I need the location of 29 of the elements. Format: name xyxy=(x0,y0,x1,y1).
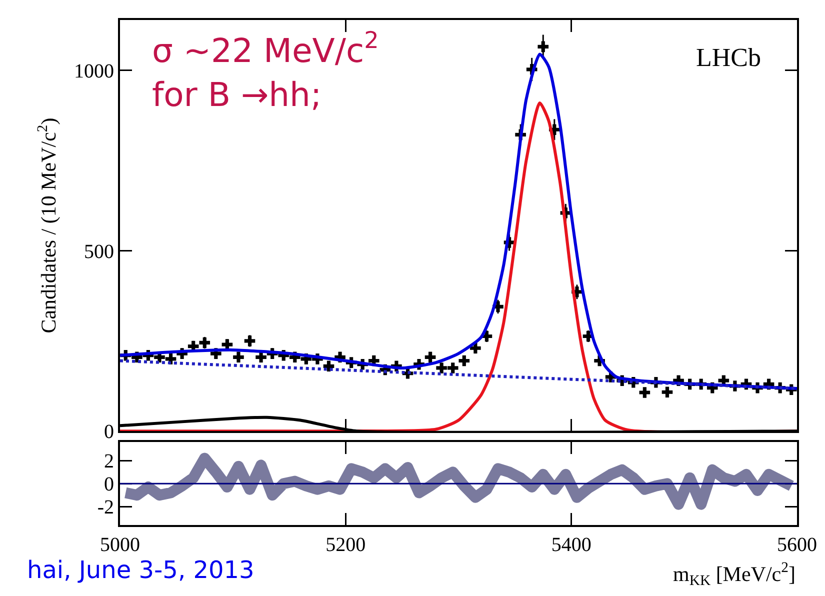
point xyxy=(538,41,549,52)
x-tick-label: 5600 xyxy=(777,534,817,556)
point xyxy=(256,352,266,363)
x-axis-title: m$_{KK}$ [MeV/c$^{2}$] xyxy=(673,560,796,590)
y-tick-label: 0 xyxy=(104,474,114,496)
annotation: σ ∼22 MeV/c$^{2}$ xyxy=(152,28,379,70)
point xyxy=(199,337,210,348)
point xyxy=(662,386,673,398)
annotation: LHCb xyxy=(696,43,761,72)
x-tick-label: 5400 xyxy=(551,534,592,556)
point xyxy=(323,360,334,372)
point xyxy=(458,355,470,366)
point xyxy=(424,352,436,363)
text: hai, June 3-5, 2013 xyxy=(27,556,254,584)
y-tick-label: 0 xyxy=(104,421,114,444)
point xyxy=(165,354,176,364)
annotation: for B →hh; xyxy=(152,75,322,114)
point xyxy=(222,339,233,350)
point xyxy=(447,362,458,374)
point xyxy=(639,387,650,398)
y-tick-label: 500 xyxy=(84,240,114,263)
x-tick-label: 5000 xyxy=(100,534,140,556)
point xyxy=(233,352,244,363)
y-tick-label: 2 xyxy=(104,450,114,473)
point xyxy=(436,362,447,374)
x-tick-label: 5200 xyxy=(326,534,366,556)
y-tick-label: 1000 xyxy=(74,60,114,82)
y-tick-label: -2 xyxy=(97,496,114,519)
point xyxy=(244,336,256,346)
